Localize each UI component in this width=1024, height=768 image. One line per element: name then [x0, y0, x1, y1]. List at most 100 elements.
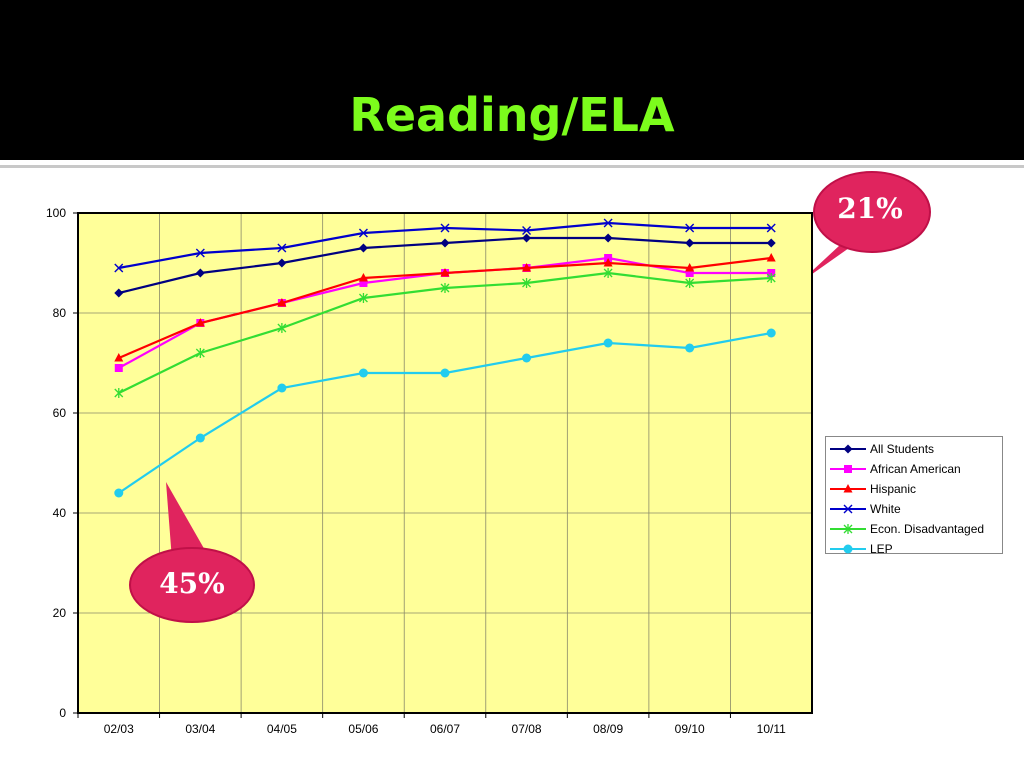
legend-label: Hispanic	[870, 482, 917, 496]
legend-item-hispanic: Hispanic	[830, 479, 1002, 499]
data-point-white	[195, 248, 205, 258]
data-point-white	[766, 223, 776, 233]
data-point-econ-disadvantaged	[685, 278, 695, 288]
legend-marker-all-students	[843, 444, 853, 454]
legend-label: Econ. Disadvantaged	[870, 522, 985, 536]
title-divider	[0, 165, 1024, 168]
title-bar	[0, 0, 1024, 160]
x-tick-label: 03/04	[185, 722, 215, 736]
data-point-all-students	[522, 233, 532, 243]
legend-marker-hispanic	[843, 484, 853, 493]
data-point-hispanic	[114, 353, 124, 362]
callout-21-percent-label: 21%	[837, 192, 903, 225]
data-point-hispanic	[685, 263, 695, 272]
callout-45-percent-label: 45%	[159, 567, 225, 600]
legend-swatch-all-students	[830, 443, 866, 455]
callout-21-ellipse	[813, 171, 931, 253]
legend-item-lep: LEP	[830, 539, 1002, 559]
x-tick-label: 07/08	[512, 722, 542, 736]
data-point-hispanic	[522, 263, 532, 272]
data-point-white	[440, 223, 450, 233]
x-tick-label: 06/07	[430, 722, 460, 736]
data-point-econ-disadvantaged	[195, 348, 205, 358]
data-point-african-american	[685, 269, 694, 277]
data-point-all-students	[685, 238, 695, 248]
data-point-white	[114, 263, 124, 273]
data-point-all-students	[440, 238, 450, 248]
legend-item-african-american: African American	[830, 459, 1002, 479]
x-tick-label: 02/03	[104, 722, 134, 736]
data-point-lep	[685, 343, 695, 353]
data-point-hispanic	[195, 318, 205, 327]
y-tick-label: 100	[46, 206, 66, 220]
data-point-lep	[603, 338, 613, 348]
callout-45-pointer	[166, 482, 206, 560]
legend-item-all-students: All Students	[830, 439, 1002, 459]
callout-45-bubble	[129, 482, 255, 623]
y-tick-label: 40	[53, 506, 67, 520]
plot-border	[77, 212, 813, 714]
data-point-hispanic	[358, 273, 368, 282]
data-point-hispanic	[766, 253, 776, 262]
data-point-white	[358, 228, 368, 238]
x-tick-label: 10/11	[757, 722, 786, 736]
data-point-african-american	[359, 279, 368, 287]
y-tick-label: 20	[53, 606, 67, 620]
legend-label: White	[870, 502, 901, 516]
legend-marker-econ-disadvantaged	[843, 524, 853, 534]
data-point-hispanic	[603, 258, 613, 267]
data-point-lep	[522, 353, 532, 363]
legend-item-econ-disadvantaged: Econ. Disadvantaged	[830, 519, 1002, 539]
data-point-white	[522, 226, 532, 235]
plot-area	[78, 213, 812, 713]
data-point-econ-disadvantaged	[114, 388, 124, 398]
data-point-hispanic	[277, 298, 287, 307]
data-point-econ-disadvantaged	[522, 278, 532, 288]
data-point-lep	[277, 383, 287, 393]
data-point-white	[685, 223, 695, 233]
legend-marker-white	[843, 504, 853, 514]
x-tick-label: 05/06	[348, 722, 378, 736]
data-point-lep	[358, 368, 368, 378]
legend-label: African American	[870, 462, 961, 476]
legend-swatch-white	[830, 503, 866, 515]
y-tick-label: 80	[53, 306, 67, 320]
x-tick-label: 09/10	[675, 722, 705, 736]
x-tick-label: 08/09	[593, 722, 623, 736]
legend-marker-african-american	[844, 465, 852, 473]
data-point-all-students	[766, 238, 776, 248]
data-point-lep	[766, 328, 776, 338]
data-point-hispanic	[440, 268, 450, 277]
data-point-econ-disadvantaged	[358, 293, 368, 303]
callout-45-ellipse	[129, 547, 255, 623]
data-point-all-students	[195, 268, 205, 278]
legend-marker-lep	[843, 544, 853, 554]
chart-legend: All Students African American Hispanic Whit…	[825, 436, 1003, 556]
data-point-all-students	[114, 288, 124, 298]
slide-title: Reading/ELA	[349, 88, 675, 142]
data-point-econ-disadvantaged	[277, 323, 287, 333]
legend-swatch-hispanic	[830, 483, 866, 495]
y-tick-label: 60	[53, 406, 67, 420]
legend-label: LEP	[870, 542, 893, 556]
legend-item-white: White	[830, 499, 1002, 519]
data-point-white	[603, 218, 613, 228]
data-point-lep	[440, 368, 450, 378]
data-point-all-students	[358, 243, 368, 253]
data-point-white	[277, 243, 287, 253]
y-tick-label: 0	[59, 706, 66, 720]
data-point-lep	[114, 488, 124, 498]
legend-swatch-econ-disadvantaged	[830, 523, 866, 535]
x-tick-label: 04/05	[267, 722, 297, 736]
legend-label: All Students	[870, 442, 935, 456]
callout-21-bubble	[798, 171, 931, 284]
data-point-lep	[195, 433, 205, 443]
data-point-econ-disadvantaged	[603, 268, 613, 278]
data-point-econ-disadvantaged	[440, 283, 450, 293]
data-point-all-students	[603, 233, 613, 243]
legend-swatch-african-american	[830, 463, 866, 475]
data-point-all-students	[277, 258, 287, 268]
data-point-african-american	[114, 364, 123, 372]
data-point-econ-disadvantaged	[766, 273, 776, 283]
